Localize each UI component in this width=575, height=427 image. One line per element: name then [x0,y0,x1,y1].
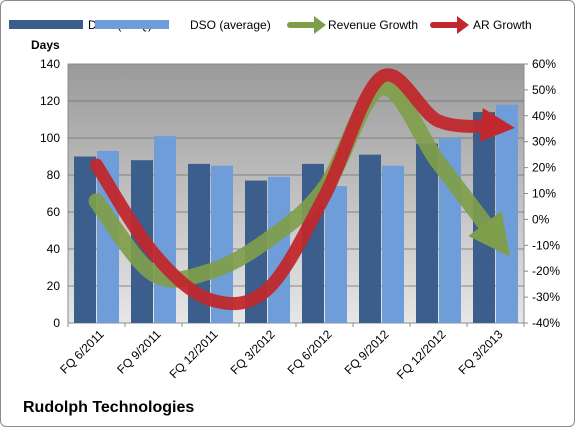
bar [268,176,290,323]
x-tick-label: FQ 12/2011 [167,327,221,381]
y-tick-label: 40 [47,242,61,256]
bar [74,156,96,323]
y2-tick-label: -20% [532,264,560,278]
y2-tick-label: 10% [532,187,556,201]
bar [359,154,381,323]
y2-tick-label: 40% [532,109,556,123]
legend-label: AR Growth [473,18,532,32]
bar [416,143,438,323]
legend-label: DSO (average) [190,18,271,32]
legend-arrow [314,16,326,34]
bar [154,136,176,323]
company-name: Rudolph Technologies [23,399,195,416]
y-tick-label: 140 [40,57,60,71]
series-line [90,68,515,311]
x-tick-label: FQ 6/2011 [57,327,107,377]
bar [496,104,518,323]
y2-tick-label: -10% [532,238,560,252]
y2-tick-label: 50% [532,83,556,97]
bar [325,186,347,323]
y2-tick-label: 60% [532,57,556,71]
x-tick-label: FQ 12/2012 [394,327,449,382]
x-tick-label: FQ 9/2012 [342,327,392,377]
y-axis-title: Days [31,38,60,52]
y-tick-label: 60 [47,205,61,219]
legend-label: Revenue Growth [328,18,418,32]
y2-tick-label: 0% [532,212,550,226]
x-tick-label: FQ 3/2012 [228,327,278,377]
y-tick-label: 20 [47,279,61,293]
y2-tick-label: 30% [532,135,556,149]
series-line [88,79,511,288]
y2-tick-label: 20% [532,161,556,175]
bar [382,165,404,323]
legend-arrow [457,16,469,34]
y2-tick-label: -40% [532,316,560,330]
y-tick-label: 80 [47,168,61,182]
bar [211,165,233,323]
x-tick-label: FQ 9/2011 [114,327,164,377]
x-tick-label: FQ 3/2013 [456,327,506,377]
y2-tick-label: -30% [532,290,560,304]
legend-swatch [95,20,169,29]
legend-swatch [9,20,83,29]
y-tick-label: 100 [40,131,60,145]
y-tick-label: 120 [40,94,60,108]
y-tick-label: 0 [53,316,60,330]
x-tick-label: FQ 6/2012 [285,327,335,377]
